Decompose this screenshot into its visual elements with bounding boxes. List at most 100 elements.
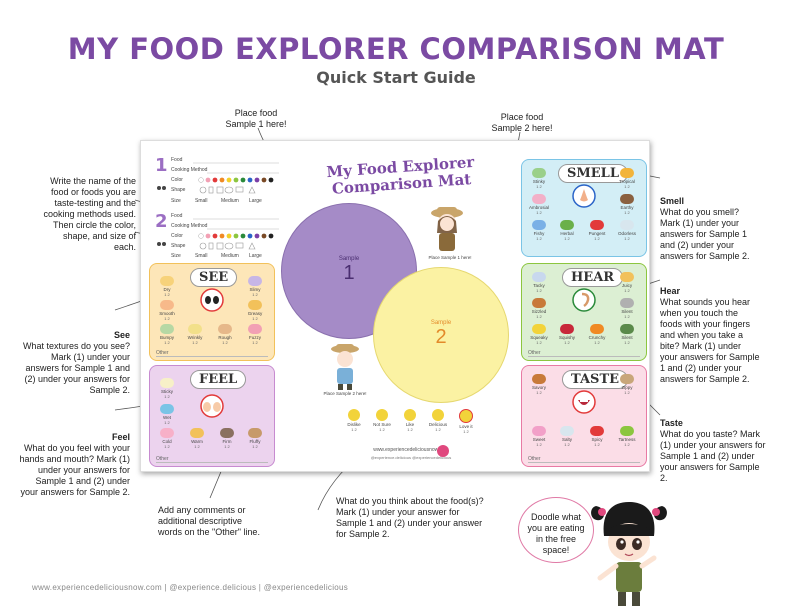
size-label-1: Size bbox=[171, 198, 181, 204]
hear-item-2[interactable]: Sizzled 1 2 bbox=[526, 298, 552, 319]
cooking-label-2: Cooking Method bbox=[171, 223, 208, 229]
callout-feel-body: What do you feel with your hands and mou… bbox=[19, 443, 130, 497]
smell-item-1[interactable]: Tropical 1 2 bbox=[614, 168, 640, 189]
place-sample2-note: Place Sample 2 here! bbox=[323, 391, 367, 396]
size-label-2: Size bbox=[171, 253, 181, 259]
smell-item-0[interactable]: Stinky 1 2 bbox=[526, 168, 552, 189]
ear-icon bbox=[572, 288, 596, 312]
shape-outlines bbox=[199, 186, 256, 250]
smell-item-7[interactable]: Odorless 1 2 bbox=[614, 220, 640, 241]
see-item-0[interactable]: Dry 1 2 bbox=[154, 276, 180, 297]
hear-item-5[interactable]: Squishy 1 2 bbox=[554, 324, 580, 345]
color-dots-2 bbox=[198, 233, 274, 239]
taste-panel: TASTE Savory 1 2 Zippy 1 2 Sweet 1 2 Salty 1… bbox=[521, 365, 647, 467]
smell-item-3[interactable]: Earthy 1 2 bbox=[614, 194, 640, 215]
size-large-1: Large bbox=[249, 198, 262, 204]
feel-item-3[interactable]: Warm 1 2 bbox=[184, 428, 210, 449]
cooking-label-1: Cooking Method bbox=[171, 167, 208, 173]
rating-faces: Dislike 1 2 Not Sure 1 2 Like 1 2 Delicious… bbox=[341, 409, 481, 439]
color-label-1: Color bbox=[171, 177, 183, 183]
shape-label-1: Shape bbox=[171, 187, 186, 193]
doodle-bubble: Doodle what you are eating in the free s… bbox=[518, 497, 594, 563]
sample2-circle[interactable]: Sample 2 bbox=[373, 267, 509, 403]
feel-item-2[interactable]: Cold 1 2 bbox=[154, 428, 180, 449]
callout-see-body: What textures do you see? Mark (1) under… bbox=[22, 341, 130, 395]
feel-item-5[interactable]: Fluffy 1 2 bbox=[242, 428, 268, 449]
feel-item-1[interactable]: Wet 1 2 bbox=[154, 404, 180, 425]
girl-character bbox=[591, 502, 667, 606]
callout-place-sample2: Place food Sample 2 here! bbox=[491, 112, 553, 133]
see-label: SEE bbox=[190, 268, 238, 287]
taste-item-1[interactable]: Zippy 1 2 bbox=[614, 374, 640, 395]
size-medium-1: Medium bbox=[221, 198, 239, 204]
eye-icons bbox=[157, 186, 166, 246]
see-item-7[interactable]: Fuzzy 1 2 bbox=[242, 324, 268, 345]
face-delicious[interactable]: Delicious 1 2 bbox=[425, 409, 451, 432]
taste-other-line[interactable]: Other bbox=[528, 456, 640, 463]
face-love-it[interactable]: Love it 1 2 bbox=[453, 409, 479, 434]
doodle-text: Doodle what you are eating in the free s… bbox=[527, 512, 585, 555]
eyes-icon bbox=[200, 288, 224, 312]
face-not-sure[interactable]: Not Sure 1 2 bbox=[369, 409, 395, 432]
callout-smell-heading: Smell bbox=[660, 196, 685, 206]
hear-other-line[interactable]: Other bbox=[528, 350, 640, 357]
taste-label: TASTE bbox=[562, 370, 629, 389]
color-dots-1 bbox=[198, 177, 274, 183]
see-item-1[interactable]: Slimy 1 2 bbox=[242, 276, 268, 297]
smell-panel: SMELL Stinky 1 2 Tropical 1 2 Ambrosial 1 2… bbox=[521, 159, 647, 257]
callout-feel: Feel What do you feel with your hands an… bbox=[18, 432, 130, 498]
see-item-6[interactable]: Rough 1 2 bbox=[212, 324, 238, 345]
smell-item-2[interactable]: Ambrosial 1 2 bbox=[526, 194, 552, 215]
sample1-num: 1 bbox=[343, 262, 355, 284]
footer-links: www.experiencedeliciousnow.com | @experi… bbox=[32, 583, 349, 592]
callout-hear-heading: Hear bbox=[660, 286, 681, 296]
callout-smell-body: What do you smell? Mark (1) under your a… bbox=[660, 207, 750, 261]
feel-item-4[interactable]: Firm 1 2 bbox=[214, 428, 240, 449]
hear-panel: HEAR Tacky 1 2 Juicy 1 2 Sizzled 1 2 Silent… bbox=[521, 263, 647, 361]
taste-item-5[interactable]: Tartness 1 2 bbox=[614, 426, 640, 447]
smell-item-6[interactable]: Pungent 1 2 bbox=[584, 220, 610, 241]
callout-think: What do you think about the food(s)? Mar… bbox=[336, 496, 484, 539]
page-subtitle: Quick Start Guide bbox=[316, 68, 476, 87]
see-panel: SEE Dry 1 2 Slimy 1 2 Smooth 1 2 Greasy 1 2 … bbox=[149, 263, 275, 361]
taste-item-4[interactable]: Spicy 1 2 bbox=[584, 426, 610, 447]
callout-hear: Hear What sounds you hear when you touch… bbox=[660, 286, 760, 385]
hear-item-7[interactable]: Silent 1 2 bbox=[614, 324, 640, 345]
mat-title: My Food Explorer Comparison Mat bbox=[310, 153, 492, 199]
taste-item-2[interactable]: Sweet 1 2 bbox=[526, 426, 552, 447]
hear-item-3[interactable]: Silent 1 2 bbox=[614, 298, 640, 319]
color-label-2: Color bbox=[171, 233, 183, 239]
food-label-1: Food bbox=[171, 157, 183, 163]
callout-see: See What textures do you see? Mark (1) u… bbox=[18, 330, 130, 396]
taste-item-3[interactable]: Salty 1 2 bbox=[554, 426, 580, 447]
callout-taste-body: What do you taste? Mark (1) under your a… bbox=[660, 429, 766, 483]
place-sample1-note: Place Sample 1 here! bbox=[428, 255, 472, 260]
food-label-2: Food bbox=[171, 213, 183, 219]
sample1-number: 1 bbox=[155, 155, 168, 176]
taste-item-0[interactable]: Savory 1 2 bbox=[526, 374, 552, 395]
smell-item-5[interactable]: Herbal 1 2 bbox=[554, 220, 580, 241]
face-dislike[interactable]: Dislike 1 2 bbox=[341, 409, 367, 432]
shape-label-2: Shape bbox=[171, 243, 186, 249]
boy-explorer-icon bbox=[331, 344, 359, 390]
feel-item-0[interactable]: Sticky 1 2 bbox=[154, 378, 180, 399]
hear-item-4[interactable]: Squeaky 1 2 bbox=[526, 324, 552, 345]
see-other-line[interactable]: Other bbox=[156, 350, 268, 357]
hear-item-1[interactable]: Juicy 1 2 bbox=[614, 272, 640, 293]
face-like[interactable]: Like 1 2 bbox=[397, 409, 423, 432]
brand-logo-icon bbox=[437, 445, 449, 457]
see-item-4[interactable]: Bumpy 1 2 bbox=[154, 324, 180, 345]
color-shape-swatches bbox=[157, 162, 279, 250]
size-small-1: Small bbox=[195, 198, 208, 204]
see-item-5[interactable]: Wrinkly 1 2 bbox=[182, 324, 208, 345]
feel-other-line[interactable]: Other bbox=[156, 456, 268, 463]
comparison-mat: 1 Food Cooking Method Color Shape Size S… bbox=[140, 140, 650, 472]
size-large-2: Large bbox=[249, 253, 262, 259]
hear-item-0[interactable]: Tacky 1 2 bbox=[526, 272, 552, 293]
smell-item-4[interactable]: Fishy 1 2 bbox=[526, 220, 552, 241]
see-item-2[interactable]: Smooth 1 2 bbox=[154, 300, 180, 321]
see-item-3[interactable]: Greasy 1 2 bbox=[242, 300, 268, 321]
hear-item-6[interactable]: Crunchy 1 2 bbox=[584, 324, 610, 345]
callout-place-sample1: Place food Sample 1 here! bbox=[225, 108, 287, 129]
callout-feel-heading: Feel bbox=[111, 432, 130, 442]
